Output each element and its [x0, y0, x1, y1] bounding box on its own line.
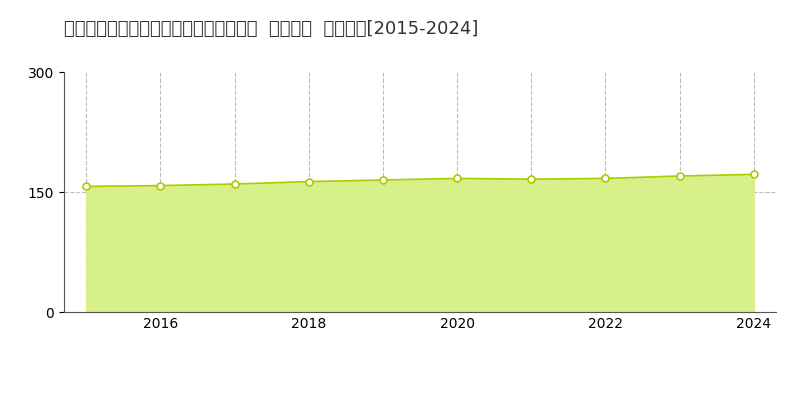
Text: 東京都杉並区久我山５丁目２８３番７外  公示地価  地価推移[2015-2024]: 東京都杉並区久我山５丁目２８３番７外 公示地価 地価推移[2015-2024] — [64, 20, 478, 38]
